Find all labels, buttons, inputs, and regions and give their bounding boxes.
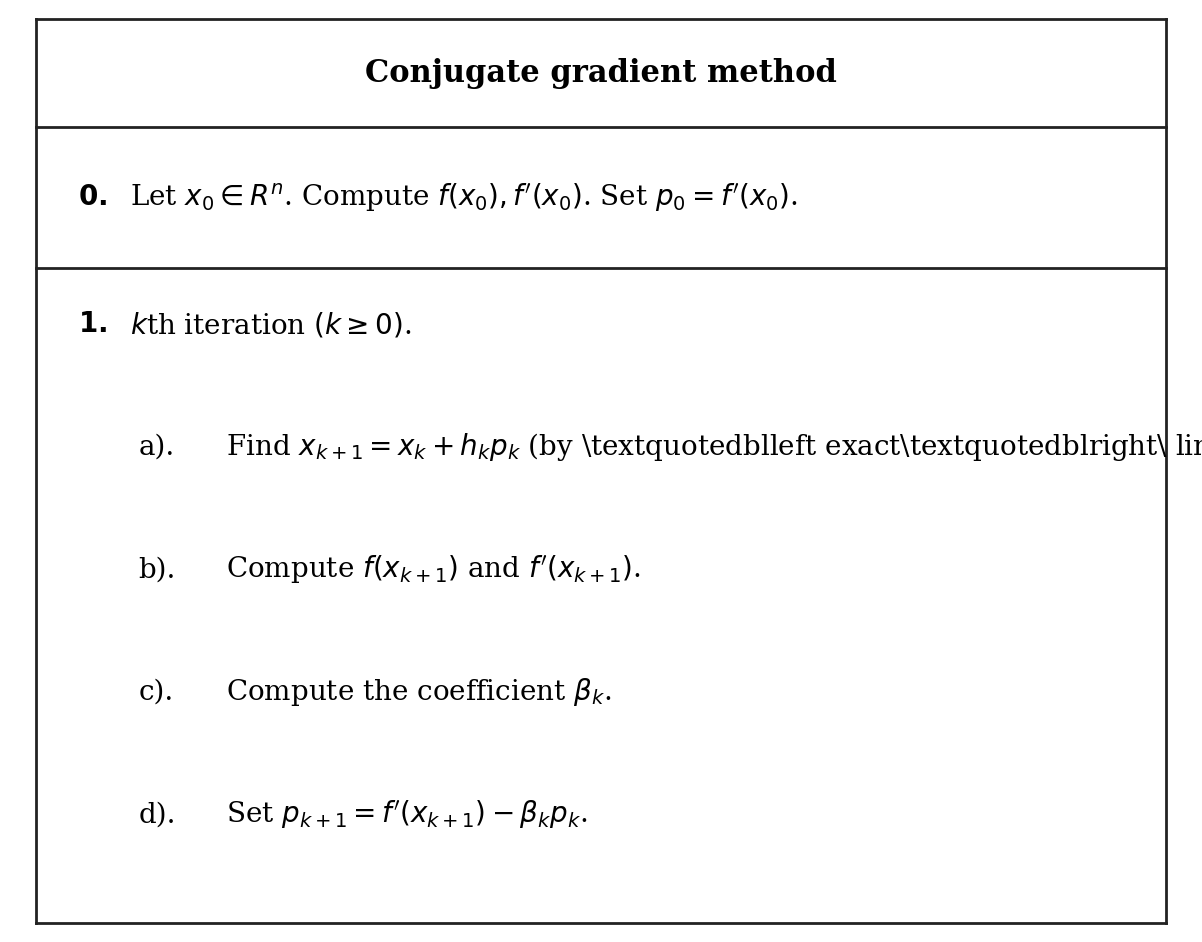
Text: Compute $f(x_{k+1})$ and $f^{\prime}(x_{k+1})$.: Compute $f(x_{k+1})$ and $f^{\prime}(x_{… <box>226 554 641 586</box>
Text: Conjugate gradient method: Conjugate gradient method <box>365 57 837 89</box>
Text: $\mathbf{0.}$: $\mathbf{0.}$ <box>78 185 107 211</box>
Text: b).: b). <box>138 557 175 583</box>
Text: Find $x_{k+1} = x_k + h_k p_k$ (by \textquotedblleft exact\textquotedblright\ li: Find $x_{k+1} = x_k + h_k p_k$ (by \text… <box>226 431 1202 463</box>
Text: $k$th iteration $(k \geq 0)$.: $k$th iteration $(k \geq 0)$. <box>130 311 411 339</box>
Text: Set $p_{k+1} = f^{\prime}(x_{k+1}) - \beta_k p_k$.: Set $p_{k+1} = f^{\prime}(x_{k+1}) - \be… <box>226 799 588 831</box>
Text: Let $x_0 \in R^n$. Compute $f(x_0), f^{\prime}(x_0)$. Set $p_0 = f^{\prime}(x_0): Let $x_0 \in R^n$. Compute $f(x_0), f^{\… <box>130 182 797 214</box>
Text: Compute the coefficient $\beta_k$.: Compute the coefficient $\beta_k$. <box>226 676 612 708</box>
Text: c).: c). <box>138 679 173 706</box>
Text: a).: a). <box>138 434 174 461</box>
Text: $\mathbf{1.}$: $\mathbf{1.}$ <box>78 312 107 338</box>
Text: d).: d). <box>138 802 175 828</box>
